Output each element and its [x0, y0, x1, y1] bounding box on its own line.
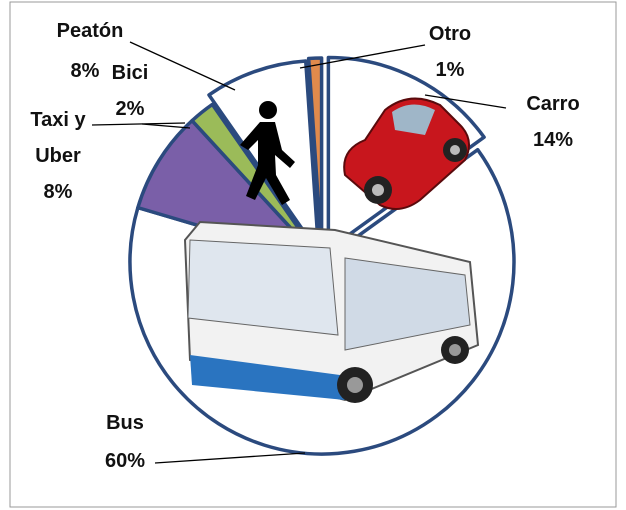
- leader-line: [91, 122, 186, 126]
- car-icon: [343, 97, 470, 210]
- category-label: Bici: [111, 62, 149, 84]
- pedestrian-icon: [240, 101, 295, 205]
- value-label: 8%: [70, 60, 100, 82]
- label: Taxi y Uber 8%: [18, 102, 98, 210]
- category-label: Bus: [106, 412, 144, 434]
- slice: [306, 56, 324, 252]
- leader-lines: [91, 41, 507, 464]
- value-label: 8%: [43, 181, 73, 203]
- label: Otro 1%: [415, 16, 485, 88]
- category-label: Taxi y Uber: [30, 109, 86, 167]
- value-label: 14%: [532, 129, 574, 151]
- label: Bus 60%: [85, 404, 165, 480]
- value-label: 60%: [104, 450, 146, 472]
- category-label: Carro: [526, 93, 580, 115]
- value-label: 2%: [115, 98, 145, 120]
- label: Bici 2%: [100, 55, 160, 127]
- leader-line: [129, 41, 236, 91]
- bus-icon: [183, 220, 480, 403]
- leader-line: [154, 452, 306, 464]
- category-label: Peatón: [56, 20, 124, 42]
- leader-line: [424, 94, 507, 109]
- label: Carro 14%: [510, 86, 596, 158]
- category-label: Otro: [428, 23, 472, 45]
- label: Peatón: [40, 12, 140, 50]
- leader-line: [141, 123, 191, 129]
- value-label: 1%: [435, 59, 465, 81]
- leader-line: [299, 44, 426, 69]
- label: 8%: [55, 52, 115, 90]
